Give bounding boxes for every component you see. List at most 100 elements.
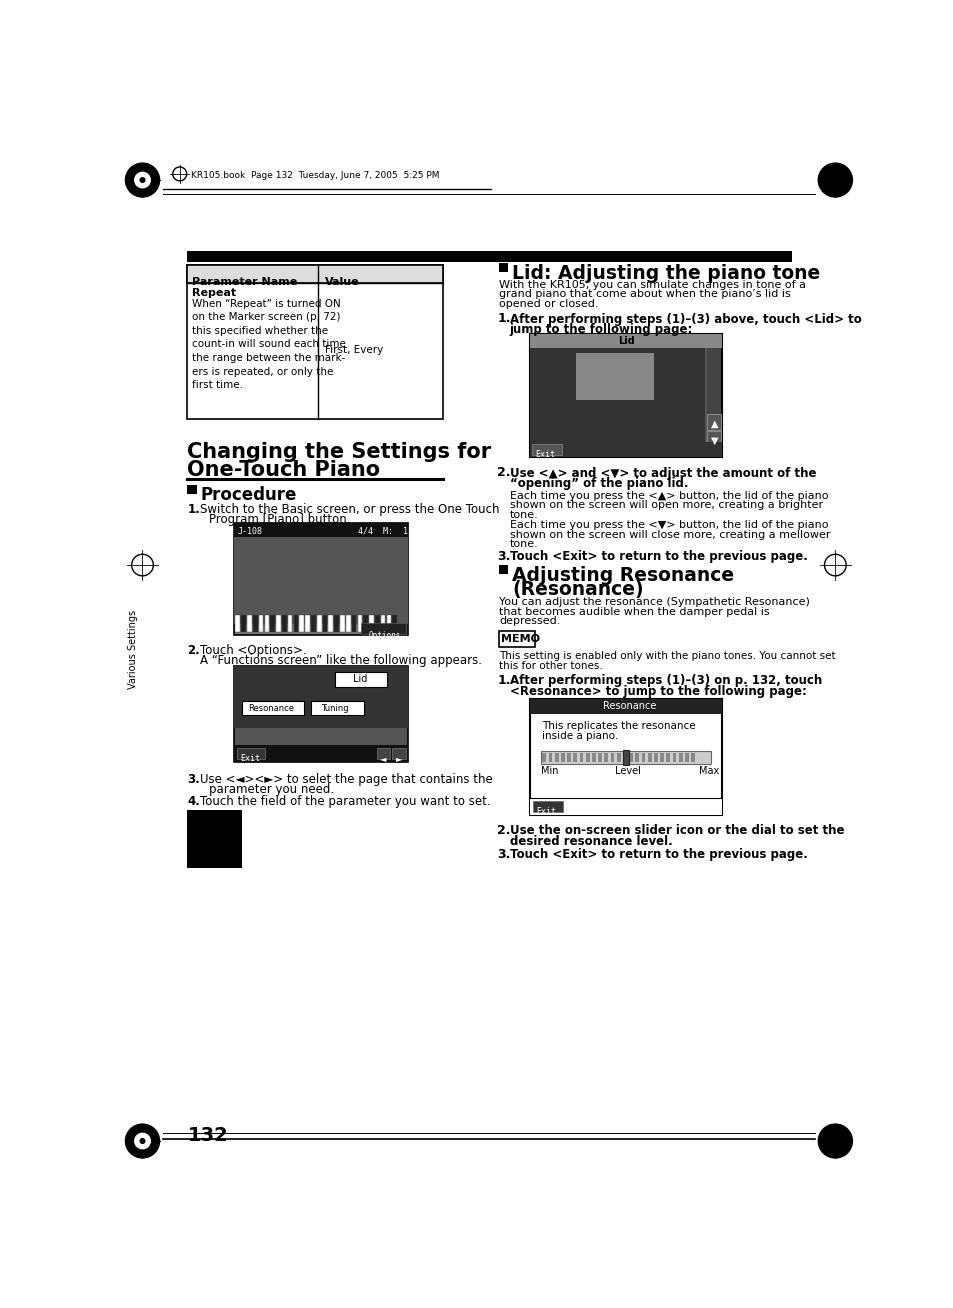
Text: Exit: Exit (240, 755, 260, 764)
Text: Adjusting Resonance: Adjusting Resonance (512, 566, 734, 585)
Bar (666, 753, 670, 763)
Bar (380, 615, 385, 632)
Text: A “Functions screen” like the following appears.: A “Functions screen” like the following … (199, 654, 481, 667)
Circle shape (140, 178, 145, 182)
Text: This replicates the resonance: This replicates the resonance (542, 721, 696, 731)
Text: Use <▲> and <▼> to adjust the amount of the: Use <▲> and <▼> to adjust the amount of … (509, 467, 816, 480)
Text: This setting is enabled only with the piano tones. You cannot set: This setting is enabled only with the pi… (498, 651, 835, 662)
Text: inside a piano.: inside a piano. (542, 731, 618, 742)
Bar (369, 615, 374, 632)
Bar (187, 251, 791, 262)
Bar (542, 753, 546, 763)
Text: Value: Value (325, 277, 359, 286)
Text: Options: Options (369, 630, 401, 640)
Text: Resonance: Resonance (248, 704, 294, 713)
Bar (233, 666, 407, 727)
Bar (340, 615, 344, 632)
Text: Lid: Lid (618, 336, 635, 347)
Text: ▲: ▲ (711, 419, 719, 429)
Bar (276, 615, 280, 632)
Text: parameter you need.: parameter you need. (209, 783, 334, 797)
Circle shape (818, 164, 852, 198)
Bar (299, 615, 304, 632)
Bar (629, 753, 633, 763)
Bar (305, 615, 310, 632)
Bar (691, 753, 695, 763)
Bar (247, 615, 252, 632)
Text: Program [Piano] button.: Program [Piano] button. (209, 513, 351, 526)
Text: Lid: Lid (353, 675, 367, 684)
Bar (622, 749, 629, 765)
Text: 132: 132 (187, 1126, 228, 1144)
Bar (187, 810, 241, 867)
Text: opened or closed.: opened or closed. (498, 298, 598, 309)
Text: Tuning: Tuning (320, 704, 348, 713)
Text: Exit: Exit (536, 807, 556, 816)
Text: 2.: 2. (497, 824, 511, 837)
Bar (335, 672, 387, 688)
Bar (530, 698, 721, 815)
Text: 1.: 1. (187, 502, 200, 515)
Text: Use the on-screen slider icon or the dial to set the: Use the on-screen slider icon or the dia… (509, 824, 843, 837)
Bar (573, 753, 577, 763)
Bar (579, 753, 583, 763)
Bar (392, 615, 396, 632)
Bar (360, 623, 406, 633)
Text: After performing steps (1)–(3) above, touch <Lid> to: After performing steps (1)–(3) above, to… (509, 313, 861, 326)
Bar (530, 348, 704, 442)
Bar (684, 753, 688, 763)
Bar (357, 615, 362, 632)
Bar (560, 753, 564, 763)
Text: Each time you press the <▼> button, the lid of the piano: Each time you press the <▼> button, the … (509, 521, 827, 531)
Bar (585, 753, 589, 763)
Bar (363, 615, 368, 632)
Bar (352, 615, 356, 632)
Bar (187, 264, 443, 419)
Bar (672, 753, 676, 763)
Bar (258, 615, 263, 632)
Text: 3.: 3. (187, 773, 200, 786)
Text: “opening” of the piano lid.: “opening” of the piano lid. (509, 477, 688, 490)
Bar (322, 615, 327, 632)
Text: Changing the Settings for: Changing the Settings for (187, 442, 491, 462)
Bar (548, 753, 552, 763)
Circle shape (134, 1133, 150, 1148)
Bar (555, 753, 558, 763)
Bar (386, 615, 391, 632)
Bar (622, 753, 626, 763)
Bar (233, 666, 407, 763)
Bar (498, 632, 534, 646)
Text: <Resonance> to jump to the following page:: <Resonance> to jump to the following pag… (509, 685, 806, 698)
Circle shape (818, 1124, 852, 1158)
Bar (264, 615, 269, 632)
Text: 3.: 3. (497, 849, 510, 862)
Text: depressed.: depressed. (498, 616, 559, 627)
Circle shape (140, 1139, 145, 1143)
Text: tone.: tone. (509, 510, 538, 519)
Text: (Resonance): (Resonance) (512, 579, 643, 599)
Text: Various Settings: Various Settings (128, 611, 138, 689)
Text: ►: ► (395, 755, 402, 764)
Text: tone.: tone. (509, 539, 538, 549)
Bar (530, 334, 721, 458)
Bar (187, 485, 196, 494)
Bar (288, 615, 293, 632)
Bar (328, 615, 333, 632)
Text: With the KR105, you can simulate changes in tone of a: With the KR105, you can simulate changes… (498, 280, 805, 290)
Text: Parameter Name: Parameter Name (192, 277, 297, 286)
Bar (376, 748, 390, 759)
Text: Each time you press the <▲> button, the lid of the piano: Each time you press the <▲> button, the … (509, 490, 827, 501)
Text: shown on the screen will close more, creating a mellower: shown on the screen will close more, cre… (509, 530, 829, 540)
Text: You can adjust the resonance (Sympathetic Resonance): You can adjust the resonance (Sympatheti… (498, 598, 809, 607)
Text: Touch <Exit> to return to the previous page.: Touch <Exit> to return to the previous p… (509, 849, 807, 862)
Bar (610, 753, 614, 763)
Bar (592, 753, 596, 763)
Text: 2.: 2. (187, 644, 200, 657)
Text: 2.: 2. (497, 467, 511, 480)
Text: grand piano that come about when the piano’s lid is: grand piano that come about when the pia… (498, 289, 790, 300)
Text: 4.: 4. (187, 794, 200, 807)
Bar (241, 615, 246, 632)
Bar (533, 802, 562, 812)
Text: 3.: 3. (497, 549, 510, 562)
Bar (187, 264, 443, 284)
